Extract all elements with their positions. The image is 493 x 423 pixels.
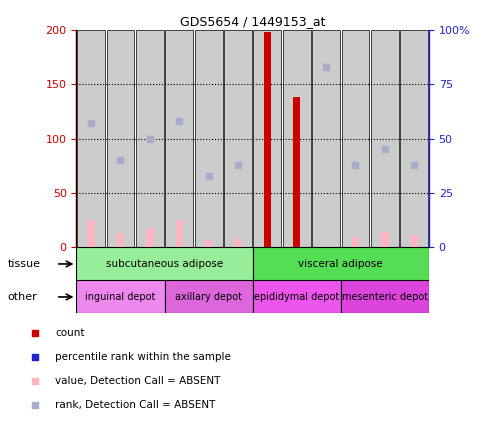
Bar: [381, 232, 388, 247]
Bar: [293, 180, 300, 247]
Point: [31, 330, 39, 337]
Bar: [234, 239, 242, 247]
Bar: [342, 30, 369, 247]
Bar: [176, 220, 183, 247]
Point: [31, 378, 39, 385]
Point: [31, 354, 39, 361]
Bar: [253, 30, 282, 247]
Point: [31, 402, 39, 409]
Bar: [165, 280, 252, 313]
Bar: [205, 239, 212, 247]
Bar: [106, 30, 135, 247]
Point: [322, 63, 330, 70]
Bar: [253, 247, 429, 280]
Text: other: other: [7, 292, 37, 302]
Point: [87, 120, 95, 126]
Bar: [253, 280, 341, 313]
Text: percentile rank within the sample: percentile rank within the sample: [55, 352, 231, 362]
Text: axillary depot: axillary depot: [175, 292, 242, 302]
Bar: [352, 236, 359, 247]
Title: GDS5654 / 1449153_at: GDS5654 / 1449153_at: [180, 16, 325, 28]
Bar: [136, 30, 164, 247]
Text: subcutaneous adipose: subcutaneous adipose: [106, 259, 223, 269]
Bar: [76, 280, 165, 313]
Bar: [195, 30, 222, 247]
Point: [381, 146, 389, 153]
Bar: [76, 247, 253, 280]
Text: rank, Detection Call = ABSENT: rank, Detection Call = ABSENT: [55, 401, 215, 410]
Text: count: count: [55, 328, 85, 338]
Point: [146, 135, 154, 142]
Bar: [411, 236, 418, 247]
Point: [410, 161, 418, 168]
Text: tissue: tissue: [7, 259, 40, 269]
Bar: [165, 30, 193, 247]
Bar: [312, 30, 340, 247]
Bar: [283, 30, 311, 247]
Point: [116, 157, 124, 164]
Text: value, Detection Call = ABSENT: value, Detection Call = ABSENT: [55, 376, 220, 386]
Point: [176, 118, 183, 124]
Text: mesenteric depot: mesenteric depot: [342, 292, 428, 302]
Point: [293, 9, 301, 16]
Bar: [400, 30, 428, 247]
Bar: [117, 233, 124, 247]
Bar: [371, 30, 399, 247]
Text: inguinal depot: inguinal depot: [85, 292, 156, 302]
Bar: [224, 30, 252, 247]
Bar: [264, 32, 271, 247]
Bar: [87, 220, 95, 247]
Point: [352, 161, 359, 168]
Point: [205, 172, 212, 179]
Point: [234, 161, 242, 168]
Bar: [146, 228, 153, 247]
Text: visceral adipose: visceral adipose: [298, 259, 383, 269]
Bar: [341, 280, 429, 313]
Bar: [77, 30, 105, 247]
Bar: [293, 97, 300, 247]
Text: epididymal depot: epididymal depot: [254, 292, 339, 302]
